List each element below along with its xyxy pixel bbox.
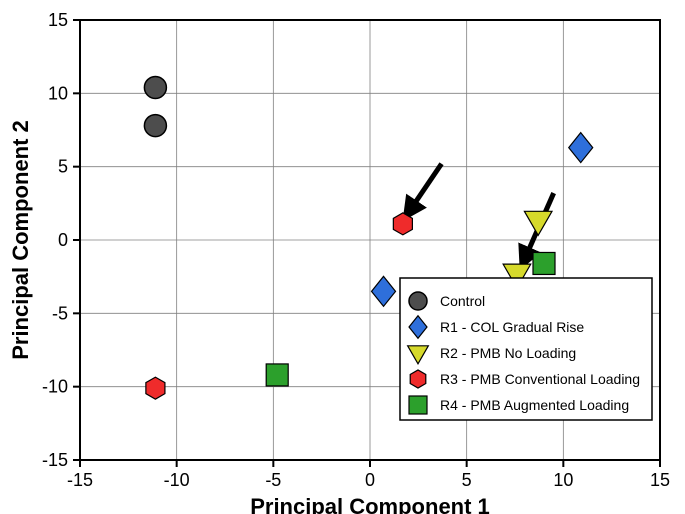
legend: Control R1 - COL Gradual Rise R2 - PMB No … [400, 278, 652, 420]
y-tick-label: 5 [58, 157, 68, 177]
legend-label: R1 - COL Gradual Rise [440, 319, 584, 335]
y-tick-label: 15 [48, 10, 68, 30]
legend-label: Control [440, 293, 485, 309]
x-tick-label: -10 [164, 470, 190, 490]
x-axis-label: Principal Component 1 [250, 494, 490, 514]
x-tick-label: -15 [67, 470, 93, 490]
pca-scatter-chart: -15 -10 -5 0 5 10 15 -15 -10 -5 0 5 10 15 Principal Co… [0, 0, 685, 514]
x-tick-label: 5 [462, 470, 472, 490]
x-tick-label: 15 [650, 470, 670, 490]
y-tick-label: -5 [52, 303, 68, 323]
legend-label: R2 - PMB No Loading [440, 345, 576, 361]
y-tick-label: -10 [42, 377, 68, 397]
chart-svg: -15 -10 -5 0 5 10 15 -15 -10 -5 0 5 10 15 Principal Co… [0, 0, 685, 514]
x-tick-label: 0 [365, 470, 375, 490]
y-axis-label: Principal Component 2 [8, 120, 33, 360]
legend-label: R4 - PMB Augmented Loading [440, 397, 629, 413]
x-tick-label: -5 [265, 470, 281, 490]
x-tick-label: 10 [553, 470, 573, 490]
legend-label: R3 - PMB Conventional Loading [440, 371, 640, 387]
y-tick-label: 10 [48, 83, 68, 103]
y-tick-label: 0 [58, 230, 68, 250]
y-tick-label: -15 [42, 450, 68, 470]
